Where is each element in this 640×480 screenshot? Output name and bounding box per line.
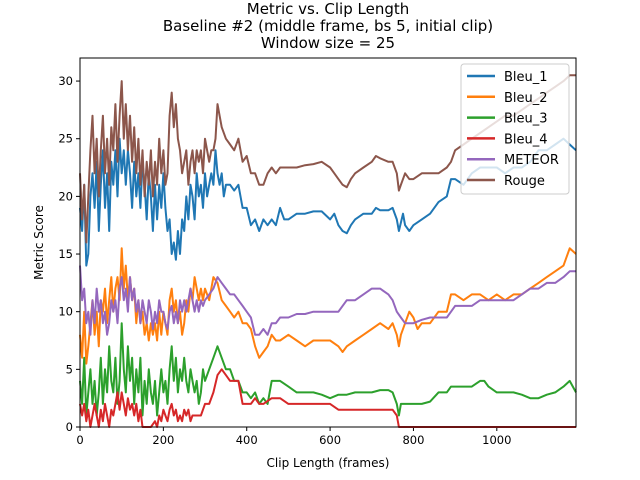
legend-label: Bleu_1 — [504, 70, 548, 85]
x-tick-label: 600 — [319, 433, 341, 447]
y-tick-label: 15 — [58, 247, 73, 261]
x-axis-label: Clip Length (frames) — [267, 456, 390, 470]
legend-label: METEOR — [504, 153, 559, 168]
x-tick-label: 0 — [76, 433, 83, 447]
series-line-bleu-4 — [79, 368, 576, 428]
legend-label: Bleu_2 — [504, 91, 548, 106]
series-line-bleu-2 — [79, 247, 577, 365]
y-tick-label: 10 — [58, 305, 73, 319]
y-tick-label: 5 — [66, 362, 73, 376]
y-tick-label: 25 — [58, 132, 73, 146]
chart-title-line-1: Metric vs. Clip Length — [247, 0, 409, 18]
y-tick-label: 20 — [58, 189, 73, 203]
chart-title-line-2: Baseline #2 (middle frame, bs 5, initial… — [163, 17, 493, 35]
plot-area-frame — [79, 57, 577, 428]
x-axis-ticks: 0 200 400 600 800 1000 — [76, 427, 511, 447]
y-tick-label: 0 — [66, 420, 73, 434]
legend-label: Bleu_3 — [504, 112, 548, 127]
legend-label: Rouge — [504, 174, 545, 189]
series-line-meteor — [79, 265, 576, 336]
y-axis-ticks: 0 5 10 15 20 25 30 — [58, 74, 80, 434]
series-line-bleu-3 — [79, 322, 577, 417]
x-tick-label: 1000 — [482, 433, 511, 447]
chart-title: Metric vs. Clip Length Baseline #2 (midd… — [163, 0, 493, 52]
legend: Bleu_1 Bleu_2 Bleu_3 Bleu_4 METEOR Rouge — [460, 63, 570, 195]
x-tick-label: 400 — [236, 433, 258, 447]
x-tick-label: 800 — [402, 433, 424, 447]
x-tick-label: 200 — [152, 433, 174, 447]
legend-label: Bleu_4 — [504, 132, 548, 147]
plot-series — [79, 74, 577, 428]
series-line-bleu-1 — [79, 137, 577, 267]
y-tick-label: 30 — [58, 74, 73, 88]
chart-title-line-3: Window size = 25 — [261, 34, 395, 52]
y-axis-label: Metric Score — [32, 205, 46, 280]
series-line-rouge — [79, 74, 576, 244]
